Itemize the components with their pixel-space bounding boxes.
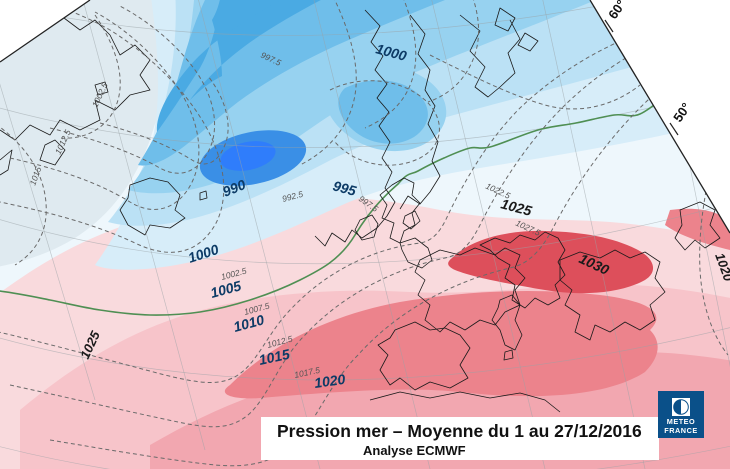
svg-text:Pression mer – Moyenne du 1 au: Pression mer – Moyenne du 1 au 27/12/201…	[277, 421, 642, 441]
svg-text:Analyse ECMWF: Analyse ECMWF	[363, 443, 466, 458]
svg-text:METEO: METEO	[667, 417, 695, 426]
svg-text:FRANCE: FRANCE	[664, 426, 697, 435]
